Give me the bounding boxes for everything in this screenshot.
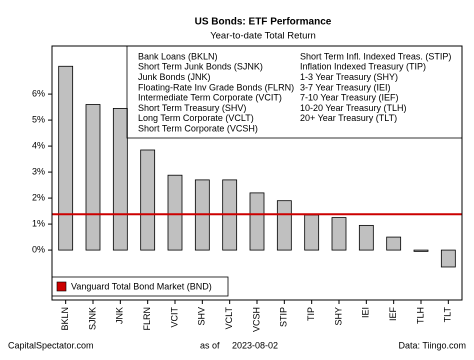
bar <box>85 104 101 251</box>
x-tick-label: VCIT <box>169 307 179 328</box>
y-tick-label: 2% <box>32 192 45 202</box>
legend-text: Short Term Corporate (VCSH) <box>138 123 258 133</box>
bar <box>167 174 183 251</box>
y-tick-label: 5% <box>32 114 45 124</box>
y-tick-label: 0% <box>32 244 45 254</box>
x-tick-label: SJNK <box>87 307 97 330</box>
x-tick-label: TLT <box>443 307 453 323</box>
legend-text: 1-3 Year Treasury (SHY) <box>300 72 398 82</box>
y-tick-label: 4% <box>32 140 45 150</box>
y-tick-label: 1% <box>32 218 45 228</box>
x-tick-label: BKLN <box>60 307 70 331</box>
legend-text: 20+ Year Treasury (TLT) <box>300 113 397 123</box>
legend-text: Intermediate Term Corporate (VCIT) <box>138 93 282 103</box>
x-tick-label: SHV <box>197 307 207 326</box>
bar <box>249 192 265 251</box>
bar <box>276 200 292 251</box>
legend-text: 3-7 Year Treasury (IEI) <box>300 82 391 92</box>
chart-title: US Bonds: ETF Performance <box>195 17 332 28</box>
bar <box>440 249 456 268</box>
bar <box>112 107 128 251</box>
legend-swatch <box>56 281 67 292</box>
chart-subtitle: Year-to-date Total Return <box>210 31 316 42</box>
x-tick-label: SHY <box>333 307 343 326</box>
legend-text: Short Term Junk Bonds (SJNK) <box>138 62 263 72</box>
x-tick-label: VCSH <box>251 307 261 332</box>
bar <box>331 217 347 251</box>
y-tick-label: 3% <box>32 166 45 176</box>
legend-text: Junk Bonds (JNK) <box>138 72 211 82</box>
plot-frame <box>51 45 463 301</box>
bar <box>304 214 320 251</box>
bar <box>358 224 374 251</box>
legend-text: Bank Loans (BKLN) <box>138 51 218 61</box>
legend-text: Short Term Treasury (SHV) <box>138 103 246 113</box>
x-tick-label: TIP <box>306 307 316 321</box>
bar <box>413 249 429 252</box>
legend-text: Vanguard Total Bond Market (BND) <box>71 281 212 291</box>
footer-date: 2023-08-02 <box>232 340 278 350</box>
legend-text: Long Term Corporate (VCLT) <box>138 113 254 123</box>
legend-text: Inflation Indexed Treasury (TIP) <box>300 62 426 72</box>
legend-text: 10-20 Year Treasury (TLH) <box>300 103 407 113</box>
x-tick-label: IEI <box>361 307 371 318</box>
x-tick-label: STIP <box>279 307 289 327</box>
footer-right: Data: Tiingo.com <box>398 340 466 350</box>
x-tick-label: TLH <box>415 307 425 324</box>
legend-text: 7-10 Year Treasury (IEF) <box>300 93 399 103</box>
x-tick-label: JNK <box>115 307 125 324</box>
y-tick-label: 6% <box>32 88 45 98</box>
legend-text: Short Term Infl. Indexed Treas. (STIP) <box>300 51 451 61</box>
x-tick-label: VCLT <box>224 307 234 330</box>
x-tick-label: IEF <box>388 307 398 322</box>
bar <box>386 236 402 251</box>
bar <box>58 65 74 251</box>
x-tick-label: FLRN <box>142 307 152 331</box>
footer-as-of: as of <box>200 340 220 350</box>
legend-text: Floating-Rate Inv Grade Bonds (FLRN) <box>138 82 294 92</box>
bar <box>140 149 156 251</box>
footer-left: CapitalSpectator.com <box>8 340 94 350</box>
